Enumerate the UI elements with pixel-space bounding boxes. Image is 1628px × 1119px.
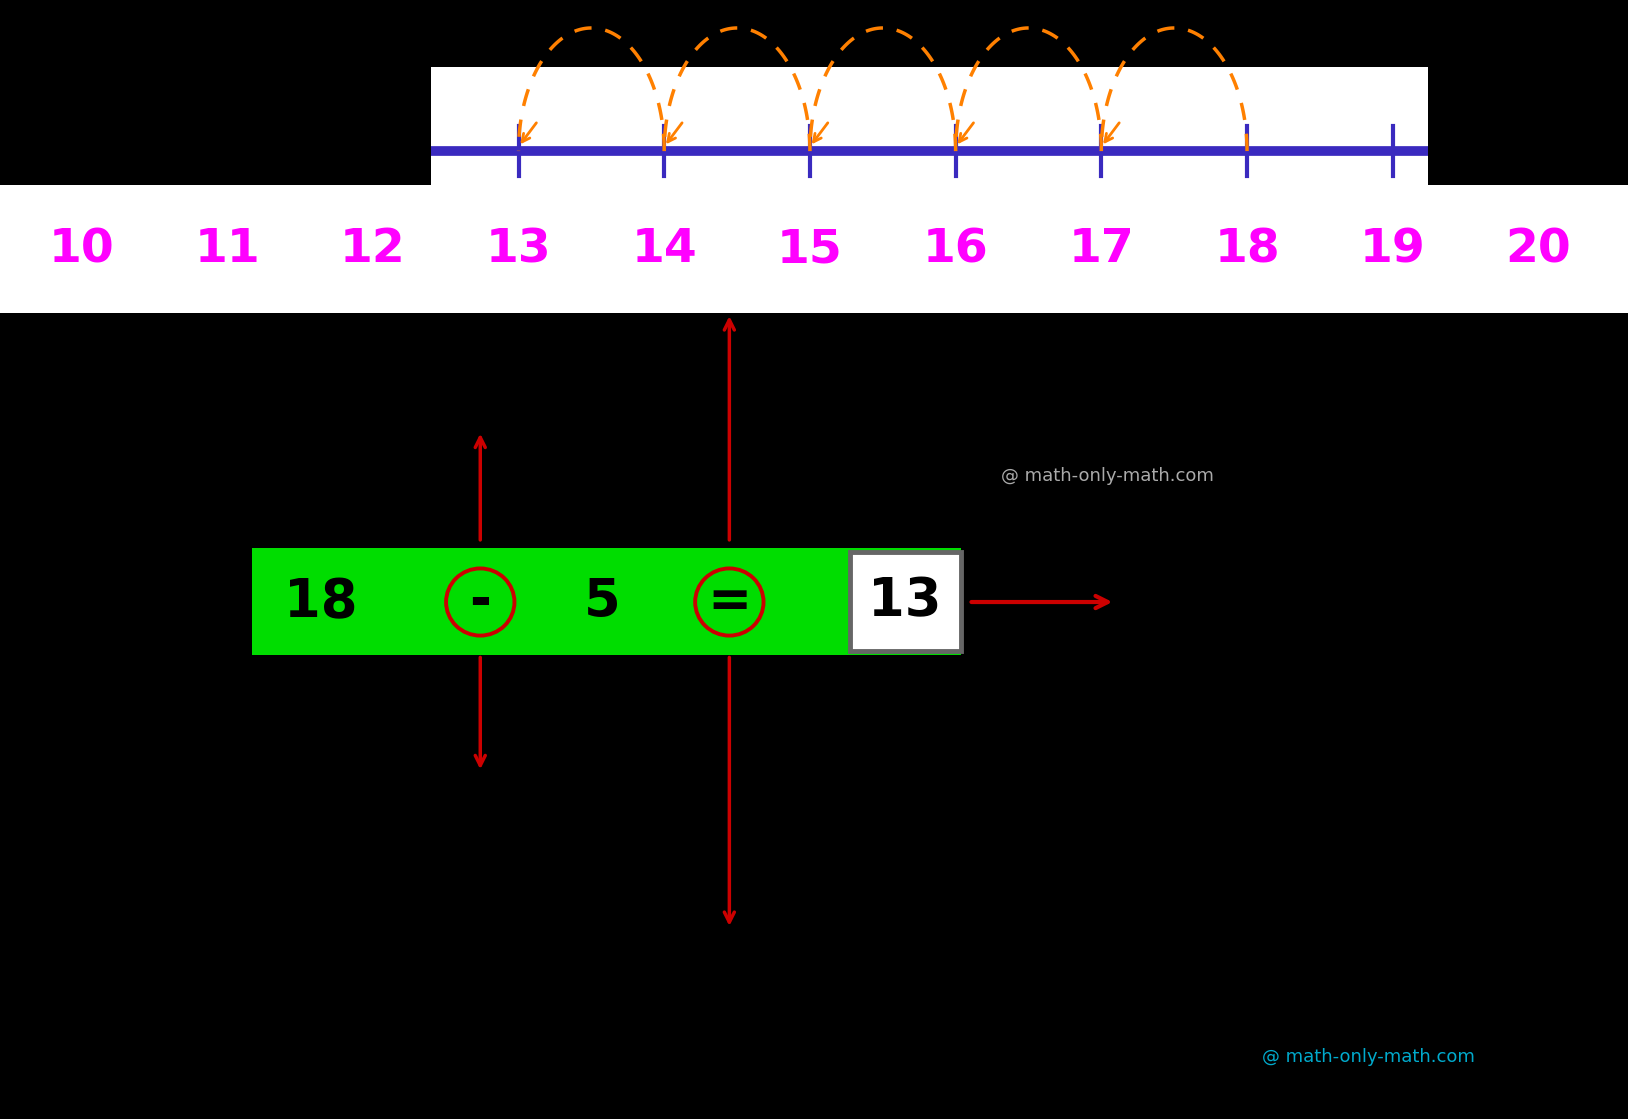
- Bar: [0, 50, 431, 185]
- Text: 16: 16: [923, 227, 988, 272]
- Text: 15: 15: [777, 227, 843, 272]
- Text: 11: 11: [194, 227, 260, 272]
- Text: 17: 17: [1068, 227, 1135, 272]
- Bar: [252, 548, 961, 655]
- Text: 18: 18: [1214, 227, 1280, 272]
- Bar: [0, 67, 1628, 313]
- Text: 19: 19: [1359, 227, 1426, 272]
- Text: 18: 18: [283, 576, 358, 628]
- Bar: [850, 552, 961, 651]
- Text: 10: 10: [49, 227, 114, 272]
- Text: 5: 5: [584, 576, 620, 628]
- Text: -: -: [469, 576, 492, 628]
- Text: @ math-only-math.com: @ math-only-math.com: [1262, 1049, 1475, 1066]
- Text: =: =: [707, 576, 752, 628]
- Text: 14: 14: [632, 227, 697, 272]
- Bar: [1428, 50, 1628, 185]
- Text: 20: 20: [1506, 227, 1571, 272]
- Text: @ math-only-math.com: @ math-only-math.com: [1001, 467, 1214, 485]
- Text: 13: 13: [485, 227, 552, 272]
- Text: 13: 13: [868, 575, 943, 628]
- Text: 12: 12: [340, 227, 405, 272]
